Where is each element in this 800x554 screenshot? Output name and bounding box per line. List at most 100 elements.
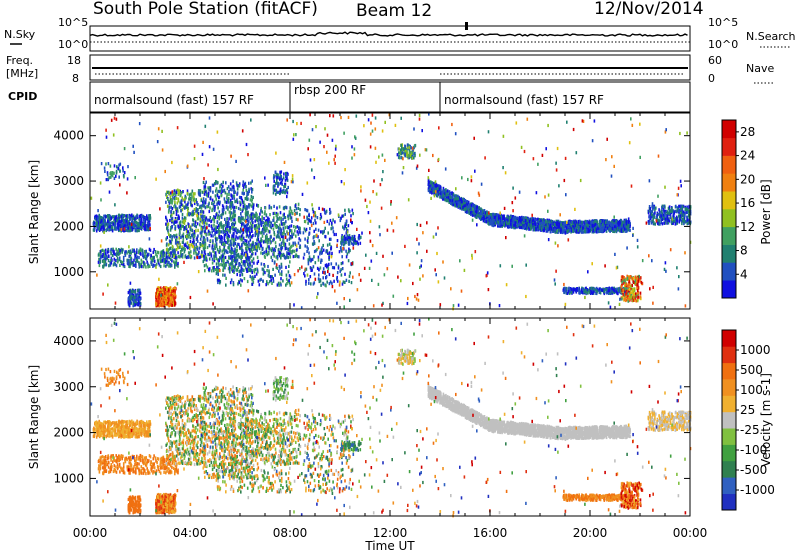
power-cell [290,236,292,239]
power-cell [183,238,185,241]
power-cell [227,261,229,264]
power-cell [228,234,230,237]
power-cell [213,229,215,232]
power-cell [198,192,200,195]
power-cell [237,229,239,232]
power-cell [242,273,244,276]
power-cell [333,230,335,233]
power-cell [239,274,241,277]
power-cell [282,191,284,194]
power-cell [323,282,325,285]
power-cell [206,222,208,225]
power-cell [351,242,353,245]
power-cell [191,229,193,232]
power-cell [332,266,334,269]
power-cell [124,214,126,217]
power-cell [138,303,140,306]
power-cell [315,228,317,231]
power-cell [282,218,284,221]
power-cell [120,260,122,263]
power-cell [231,234,233,237]
power-cell [257,262,259,265]
power-cell [276,220,278,223]
power-cell [318,239,320,242]
power-cell [179,246,181,249]
power-cell [122,223,124,226]
power-cell [348,250,350,253]
power-cell [133,300,135,303]
power-cell [318,268,320,271]
power-cell [228,197,230,200]
power-cell [252,234,254,237]
power-cell [148,228,150,231]
power-cell [281,266,283,269]
power-cell [247,216,249,219]
power-cell [286,274,288,277]
power-cell [184,206,186,209]
power-cell [131,214,133,217]
power-cell [98,227,100,230]
power-cell [257,269,259,272]
power-cell [330,211,332,214]
power-cell [237,191,239,194]
power-cell [273,231,275,234]
power-cell [242,268,244,271]
power-cell [296,248,298,251]
power-cell [207,266,209,269]
power-cell [246,189,248,192]
power-cell [232,194,234,197]
power-cell [283,176,285,179]
power-cell [179,191,181,194]
power-cell [307,239,309,242]
power-cell [409,146,411,149]
power-cell [260,251,262,254]
power-cell [478,206,480,209]
power-cell [119,228,121,231]
power-cell [238,256,240,259]
power-cell [230,244,232,247]
power-cell [203,260,205,263]
power-cell [239,246,241,249]
power-cell [269,280,271,283]
power-cell [203,204,205,207]
power-cell [197,234,199,237]
power-cell [117,226,119,229]
power-cell [199,206,201,209]
power-cell [351,237,353,240]
power-cell [133,296,135,299]
power-cell [191,255,193,258]
power-cell [211,230,213,233]
power-cell [217,230,219,233]
power-cell [175,242,177,245]
power-cell [135,265,137,268]
power-cell [147,253,149,256]
power-cell [219,256,221,259]
power-cell [309,255,311,258]
power-cell [283,172,285,175]
power-cell [128,215,130,218]
power-cell [238,220,240,223]
power-cell [94,221,96,224]
power-cell [174,201,176,204]
power-cell [195,229,197,232]
power-cell [208,203,210,206]
power-cell [132,290,134,293]
nsearch-label: N.Search [746,30,796,43]
power-cell [144,250,146,253]
power-cell [203,197,205,200]
power-cell [139,298,141,301]
power-cell [159,257,161,260]
power-cell [354,235,356,238]
power-cell [278,182,280,185]
power-cell [218,201,220,204]
power-cell [181,196,183,199]
power-cell [341,255,343,258]
power-cell [161,250,163,253]
power-cell [233,242,235,245]
power-cell [216,242,218,245]
power-cell [288,265,290,268]
power-cell [327,244,329,247]
power-cell [225,264,227,267]
power-cell [250,255,252,258]
power-cell [119,214,121,217]
